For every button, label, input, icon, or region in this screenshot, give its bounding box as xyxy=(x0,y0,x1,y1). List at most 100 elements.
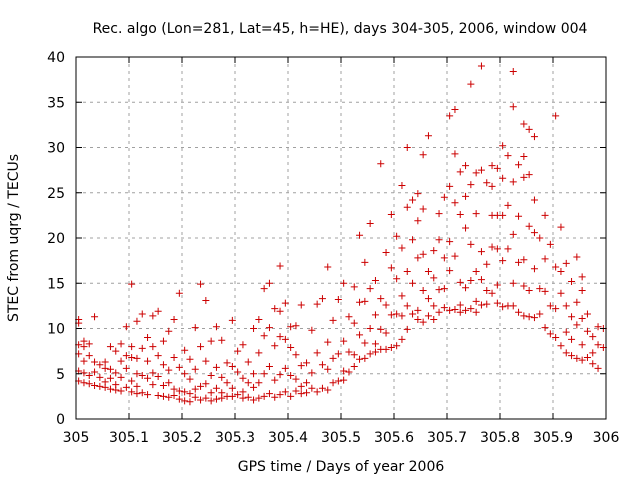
data-point xyxy=(281,364,289,372)
data-point xyxy=(594,341,602,349)
data-point xyxy=(546,240,554,248)
data-point xyxy=(366,350,374,358)
data-point xyxy=(573,354,581,362)
data-point xyxy=(578,315,586,323)
data-point xyxy=(170,353,178,361)
data-point xyxy=(191,385,199,393)
data-point xyxy=(536,234,544,242)
data-point xyxy=(244,379,252,387)
data-point xyxy=(488,243,496,251)
data-point xyxy=(419,318,427,326)
data-point xyxy=(159,361,167,369)
data-point xyxy=(165,366,173,374)
data-point xyxy=(589,333,597,341)
data-point xyxy=(515,308,523,316)
data-point xyxy=(170,315,178,323)
x-tick-label: 305.1 xyxy=(109,430,149,446)
data-point xyxy=(85,372,93,380)
data-point xyxy=(562,302,570,310)
x-axis-label: GPS time / Days of year 2006 xyxy=(238,459,445,475)
data-point xyxy=(446,112,454,120)
data-point xyxy=(202,394,210,402)
data-point xyxy=(308,326,316,334)
data-point xyxy=(589,349,597,357)
data-point xyxy=(440,254,448,262)
data-point xyxy=(430,315,438,323)
data-point xyxy=(493,164,501,172)
data-point xyxy=(477,166,485,174)
data-point xyxy=(207,372,215,380)
data-point xyxy=(117,387,125,395)
data-point xyxy=(122,364,130,372)
data-point xyxy=(552,305,560,313)
data-point xyxy=(228,316,236,324)
data-point xyxy=(197,280,205,288)
data-point xyxy=(589,360,597,368)
data-point xyxy=(281,335,289,343)
data-point xyxy=(477,248,485,256)
data-point xyxy=(260,370,268,378)
data-point xyxy=(80,357,88,365)
data-point xyxy=(133,317,141,325)
data-point xyxy=(536,285,544,293)
data-point xyxy=(239,374,247,382)
data-point xyxy=(435,286,443,294)
data-point xyxy=(345,348,353,356)
data-point xyxy=(536,310,544,318)
data-point xyxy=(467,277,475,285)
data-point xyxy=(239,388,247,396)
data-point xyxy=(255,394,263,402)
data-point xyxy=(340,279,348,287)
data-point xyxy=(149,343,157,351)
data-point xyxy=(557,267,565,275)
data-point xyxy=(520,153,528,161)
data-point xyxy=(234,368,242,376)
x-tick-label: 305.3 xyxy=(215,430,255,446)
data-point xyxy=(165,393,173,401)
data-point xyxy=(509,103,517,111)
data-point xyxy=(133,370,141,378)
data-point xyxy=(366,285,374,293)
data-point xyxy=(244,358,252,366)
data-point xyxy=(144,391,152,399)
data-point xyxy=(297,390,305,398)
data-point xyxy=(250,396,258,404)
data-point xyxy=(520,173,528,181)
data-point xyxy=(292,387,300,395)
x-tick-label: 305.9 xyxy=(533,430,573,446)
axis-ticks xyxy=(75,56,607,420)
data-point xyxy=(297,382,305,390)
data-point xyxy=(144,374,152,382)
data-point xyxy=(101,358,109,366)
x-tick-label: 306 xyxy=(593,430,620,446)
data-point xyxy=(255,349,263,357)
data-point xyxy=(472,169,480,177)
data-point xyxy=(181,346,189,354)
data-point xyxy=(128,377,136,385)
data-point xyxy=(583,327,591,335)
grid-lines xyxy=(76,57,606,419)
data-point xyxy=(504,245,512,253)
data-point xyxy=(387,311,395,319)
data-point xyxy=(197,396,205,404)
data-point xyxy=(541,324,549,332)
data-point xyxy=(159,337,167,345)
data-point xyxy=(456,278,464,286)
data-point xyxy=(520,312,528,320)
data-point xyxy=(91,382,99,390)
data-point xyxy=(356,331,364,339)
data-point xyxy=(403,144,411,151)
data-point xyxy=(318,384,326,392)
data-point xyxy=(308,369,316,377)
data-point xyxy=(239,341,247,349)
data-point xyxy=(133,390,141,398)
data-point xyxy=(303,389,311,397)
data-point xyxy=(271,376,279,384)
data-point xyxy=(541,287,549,295)
data-point xyxy=(85,340,93,348)
data-point xyxy=(159,392,167,400)
y-tick-label: 15 xyxy=(47,276,65,292)
data-point xyxy=(228,384,236,392)
data-point xyxy=(287,392,295,400)
data-point xyxy=(117,357,125,365)
